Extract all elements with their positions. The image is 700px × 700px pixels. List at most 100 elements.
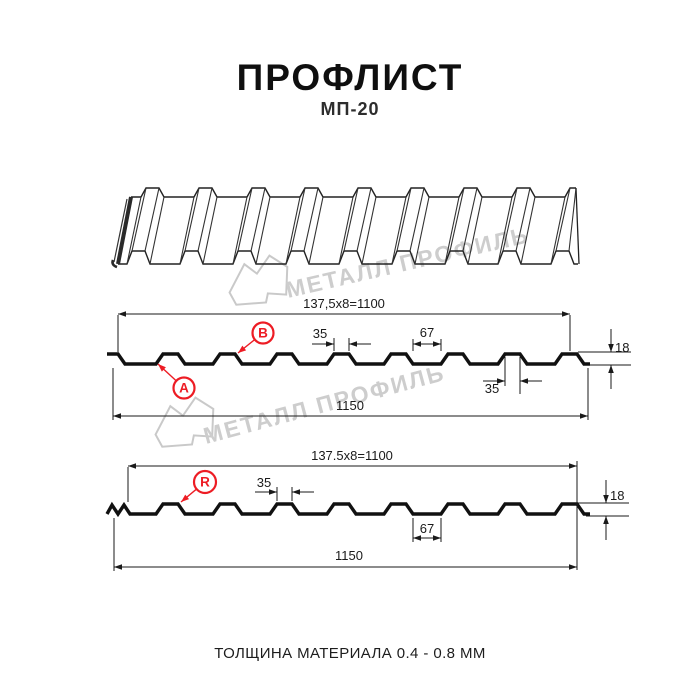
dim-height-label: 18 bbox=[610, 488, 624, 503]
dim-overall-width: 1150 bbox=[113, 518, 577, 571]
leader-arrowhead bbox=[181, 494, 190, 502]
line bbox=[250, 187, 266, 252]
line bbox=[126, 196, 142, 265]
dim-valley-width: 67 bbox=[412, 518, 442, 542]
line bbox=[396, 187, 412, 252]
sheet-3d-drawing bbox=[111, 187, 580, 269]
line bbox=[131, 187, 147, 252]
dim-arrowhead bbox=[128, 463, 136, 469]
line bbox=[356, 187, 372, 252]
line bbox=[343, 187, 359, 252]
dim-height: 18 bbox=[578, 480, 629, 540]
brand-watermark-text: МЕТАЛЛ ПРОФИЛЬ bbox=[201, 359, 448, 449]
dim-overall-width: 1150 bbox=[112, 368, 589, 420]
brand-watermark-text: МЕТАЛЛ ПРОФИЛЬ bbox=[283, 222, 531, 303]
brand-logo-mark bbox=[228, 254, 289, 306]
leader-arrowhead bbox=[158, 364, 166, 372]
line bbox=[550, 196, 566, 265]
point-label-r: R bbox=[180, 469, 218, 503]
profile-outline bbox=[105, 501, 590, 518]
line bbox=[338, 196, 354, 265]
profile-model-subtitle: МП-20 bbox=[320, 99, 380, 119]
dim-arrowhead bbox=[413, 535, 421, 541]
line bbox=[409, 187, 425, 252]
line bbox=[414, 196, 430, 265]
dim-height: 18 bbox=[578, 329, 631, 389]
sheet-near-edge bbox=[118, 250, 578, 265]
dim-valley-label: 67 bbox=[420, 521, 434, 536]
dim-overall-label: 1150 bbox=[335, 548, 363, 563]
brand-watermark: МЕТАЛЛ ПРОФИЛЬ bbox=[154, 359, 448, 449]
dim-coverage-label: 137,5x8=1100 bbox=[303, 296, 385, 311]
line bbox=[568, 187, 577, 252]
dim-valley-width: 67 bbox=[412, 325, 442, 351]
dim-arrowhead bbox=[349, 341, 357, 347]
line bbox=[184, 187, 200, 252]
dim-rib-top-width: 35 bbox=[255, 475, 314, 501]
dim-height-label: 18 bbox=[615, 340, 629, 355]
line bbox=[361, 196, 377, 265]
line bbox=[255, 196, 271, 265]
line bbox=[113, 198, 128, 263]
dim-arrowhead bbox=[433, 341, 441, 347]
line bbox=[497, 196, 513, 265]
profile-section-top: 137,5x8=1100 35 67 35 18 1150 А В bbox=[107, 296, 631, 420]
dim-arrowhead bbox=[433, 535, 441, 541]
line bbox=[303, 187, 319, 252]
dim-arrowhead bbox=[118, 311, 126, 317]
dim-valley-label: 67 bbox=[420, 325, 434, 340]
dim-rib-bottom-label: 35 bbox=[485, 381, 499, 396]
dim-arrowhead bbox=[114, 564, 122, 570]
dim-coverage-label: 137.5x8=1100 bbox=[311, 448, 393, 463]
dim-overall-label: 1150 bbox=[336, 398, 364, 413]
point-label-circle bbox=[251, 321, 275, 345]
dim-coverage-width: 137,5x8=1100 bbox=[117, 296, 571, 352]
line bbox=[449, 187, 465, 252]
dim-arrowhead bbox=[608, 344, 614, 352]
line bbox=[520, 196, 536, 265]
left-edge-curl bbox=[111, 259, 118, 269]
dim-coverage-width: 137.5x8=1100 bbox=[127, 448, 578, 570]
line bbox=[149, 196, 165, 265]
dim-arrowhead bbox=[562, 311, 570, 317]
dim-arrowhead bbox=[326, 341, 334, 347]
line bbox=[515, 187, 531, 252]
leader-arrowhead bbox=[238, 345, 247, 353]
point-label-circle bbox=[172, 376, 196, 400]
profile-outline bbox=[107, 352, 590, 366]
dim-rib-top-label: 35 bbox=[257, 475, 271, 490]
point-label-a: А bbox=[157, 363, 196, 400]
dim-arrowhead bbox=[413, 341, 421, 347]
dim-arrowhead bbox=[608, 365, 614, 373]
dim-rib-top-label: 35 bbox=[313, 326, 327, 341]
dim-arrowhead bbox=[603, 516, 609, 524]
dim-arrowhead bbox=[520, 378, 528, 384]
dim-arrowhead bbox=[603, 495, 609, 503]
point-label-letter: R bbox=[200, 475, 210, 490]
dim-arrowhead bbox=[113, 413, 121, 419]
line bbox=[232, 196, 248, 265]
dim-arrowhead bbox=[569, 564, 577, 570]
line bbox=[575, 187, 580, 265]
material-thickness-note: ТОЛЩИНА МАТЕРИАЛА 0.4 - 0.8 ММ bbox=[214, 645, 486, 662]
dim-rib-bottom-width: 35 bbox=[483, 357, 542, 396]
line bbox=[444, 196, 460, 265]
page-title: ПРОФЛИСТ bbox=[236, 57, 464, 98]
point-label-b: В bbox=[237, 321, 275, 354]
line bbox=[179, 196, 195, 265]
line bbox=[202, 196, 218, 265]
line bbox=[197, 187, 213, 252]
line bbox=[308, 196, 324, 265]
line bbox=[144, 187, 160, 252]
dim-arrowhead bbox=[580, 413, 588, 419]
brand-logo-mark bbox=[154, 396, 215, 448]
line bbox=[285, 196, 301, 265]
profile-section-bottom: 137.5x8=1100 35 67 18 1150 R bbox=[105, 448, 629, 571]
line bbox=[116, 196, 133, 265]
dim-arrowhead bbox=[269, 489, 277, 495]
line bbox=[502, 187, 518, 252]
point-label-letter: А bbox=[179, 381, 189, 396]
dim-arrowhead bbox=[497, 378, 505, 384]
